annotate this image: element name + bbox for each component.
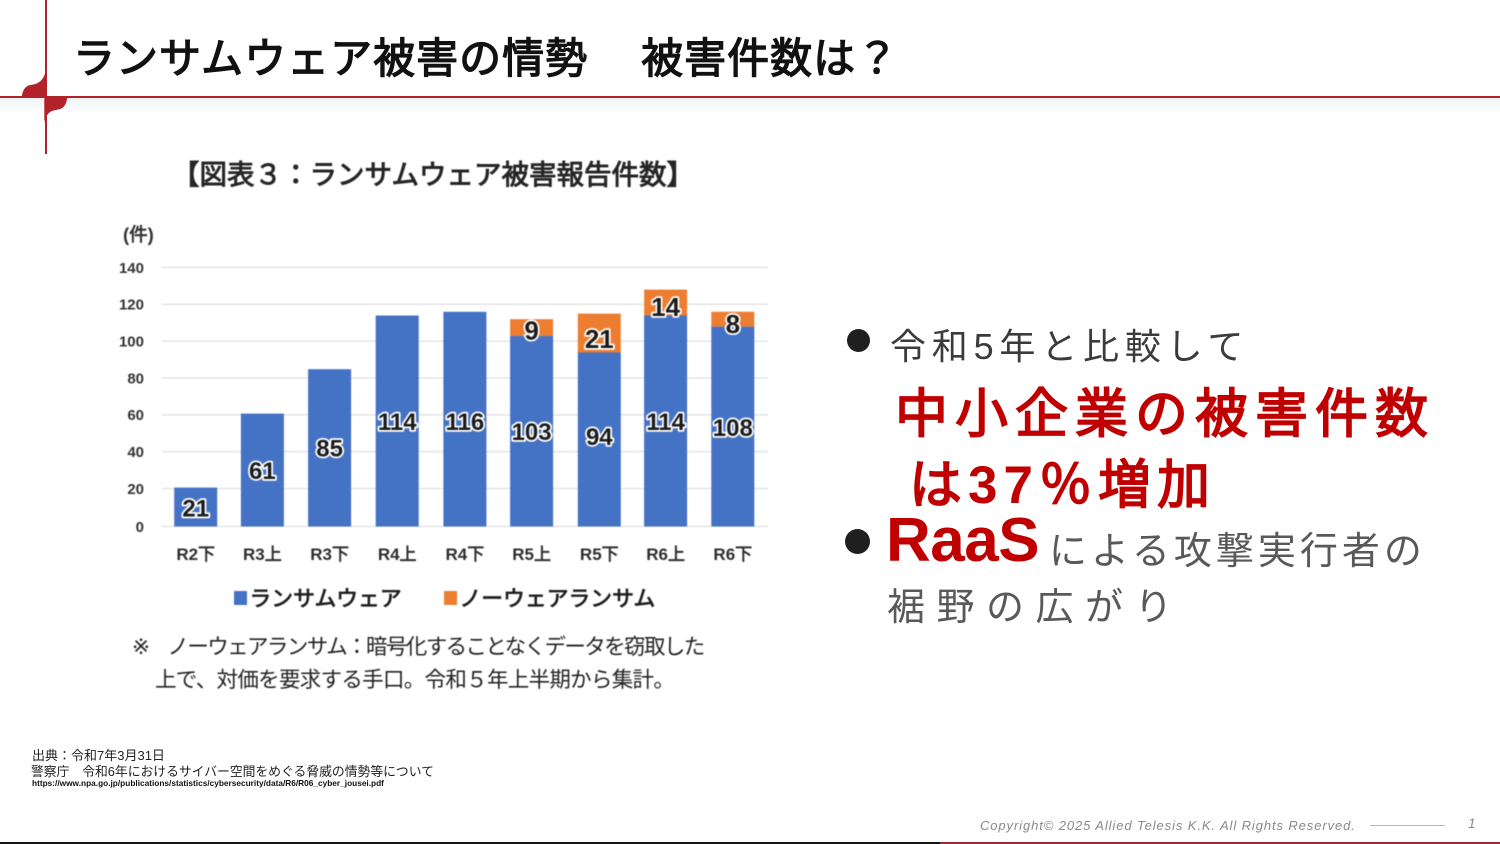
- svg-text:21: 21: [182, 496, 209, 523]
- svg-text:20: 20: [127, 481, 144, 498]
- svg-text:21: 21: [585, 324, 614, 354]
- svg-text:116: 116: [446, 409, 485, 436]
- svg-text:100: 100: [119, 334, 144, 351]
- svg-text:ランサムウェア: ランサムウェア: [250, 586, 402, 611]
- svg-text:94: 94: [586, 424, 613, 451]
- svg-text:60: 60: [127, 407, 144, 424]
- svg-text:80: 80: [127, 370, 144, 387]
- svg-text:85: 85: [316, 436, 343, 463]
- svg-text:R6上: R6上: [646, 545, 685, 564]
- svg-text:14: 14: [651, 292, 680, 322]
- svg-text:R5上: R5上: [512, 545, 551, 564]
- svg-text:8: 8: [726, 309, 740, 339]
- svg-text:R5下: R5下: [580, 545, 619, 564]
- svg-text:9: 9: [524, 316, 538, 346]
- svg-text:114: 114: [646, 409, 685, 436]
- svg-text:R3下: R3下: [310, 545, 349, 564]
- svg-text:40: 40: [127, 444, 144, 461]
- svg-text:R6下: R6下: [713, 545, 752, 564]
- svg-text:R4上: R4上: [378, 545, 417, 564]
- svg-text:61: 61: [249, 458, 276, 485]
- svg-text:R3上: R3上: [243, 545, 282, 564]
- svg-text:ノーウェアランサム: ノーウェアランサム: [460, 586, 656, 611]
- svg-text:0: 0: [136, 519, 144, 536]
- svg-text:120: 120: [119, 297, 144, 314]
- svg-text:R2下: R2下: [176, 545, 215, 564]
- svg-text:114: 114: [378, 409, 417, 436]
- svg-text:R4下: R4下: [446, 545, 485, 564]
- svg-text:140: 140: [119, 260, 144, 277]
- svg-text:103: 103: [512, 419, 552, 446]
- svg-text:108: 108: [713, 415, 753, 442]
